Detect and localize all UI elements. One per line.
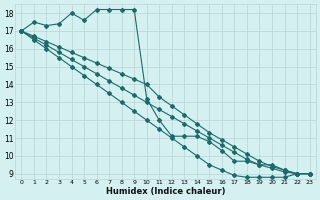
X-axis label: Humidex (Indice chaleur): Humidex (Indice chaleur) bbox=[106, 187, 225, 196]
